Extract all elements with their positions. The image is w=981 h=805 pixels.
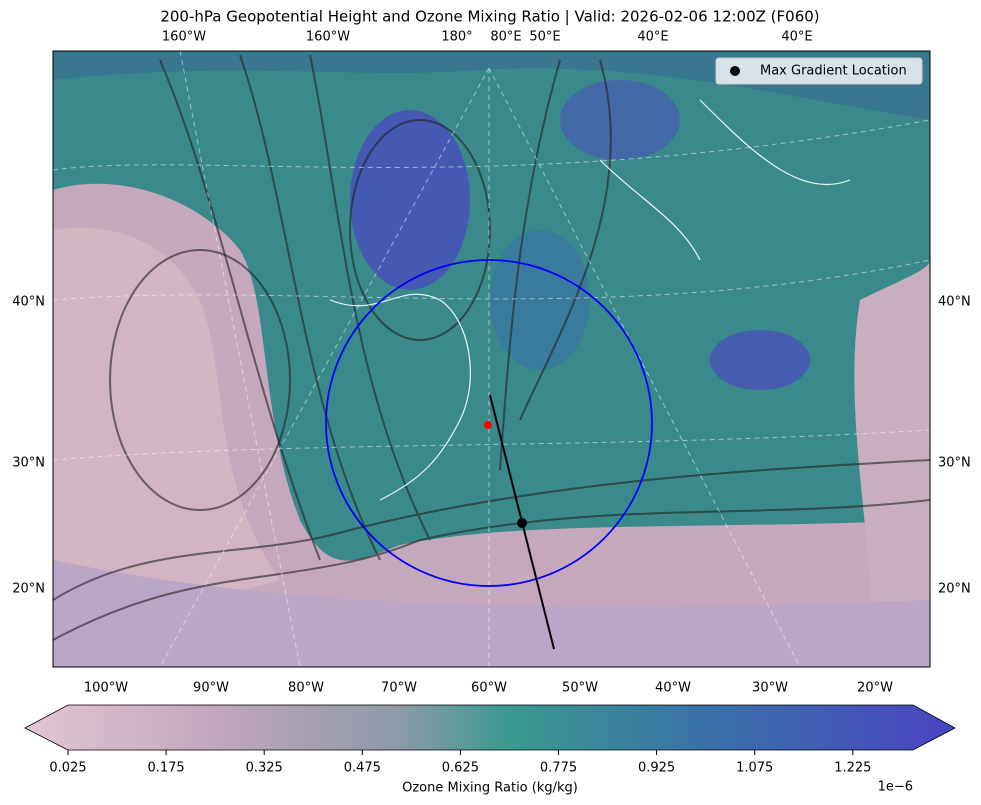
bottom-lon-label: 90°W [193,681,229,696]
bottom-lon-label: 80°W [288,681,324,696]
colorbar-tick-label: 0.175 [147,761,184,776]
axis-labels: 160°W 160°W 180° 80°E 50°E 40°E 40°E 40°N 30°N 20… [12,30,971,696]
bottom-lon-label: 100°W [84,681,128,696]
colorbar-tick-label: 1.075 [736,761,773,776]
right-lat-label: 20°N [938,582,971,597]
top-lon-label: 160°W [306,30,350,45]
top-lon-label: 40°E [781,30,812,45]
top-lon-label: 80°E [490,30,521,45]
title: 200-hPa Geopotential Height and Ozone Mi… [160,8,819,26]
bottom-lon-label: 50°W [562,681,598,696]
top-lon-label: 40°E [637,30,668,45]
left-lat-label: 30°N [12,456,45,471]
colorbar-tick-label: 0.025 [49,761,86,776]
top-lon-label: 50°E [529,30,560,45]
colorbar-tick-label: 1.225 [834,761,871,776]
bottom-lon-label: 40°W [655,681,691,696]
bottom-lon-label: 70°W [381,681,417,696]
search-circle [325,259,653,587]
colorbar-tick-label: 0.325 [246,761,283,776]
bottom-lon-label: 30°W [752,681,788,696]
colorbar-tick-label: 0.475 [344,761,381,776]
top-lon-label: 180° [441,30,472,45]
center-point [484,421,492,429]
right-lat-label: 40°N [938,295,971,310]
colorbar-label: Ozone Mixing Ratio (kg/kg) [402,781,578,796]
colorbar-tick-label: 0.925 [638,761,675,776]
map-frame [52,50,931,668]
left-lat-label: 40°N [12,295,45,310]
map [53,51,930,667]
colorbar: Ozone Mixing Ratio (kg/kg) 1e−6 0.025 0.1… [24,704,956,796]
colorbar-tick-label: 0.625 [442,761,479,776]
right-lat-label: 30°N [938,456,971,471]
top-lon-label: 160°W [162,30,206,45]
bottom-lon-label: 60°W [471,681,507,696]
bottom-lon-label: 20°W [857,681,893,696]
colorbar-tick-label: 0.775 [540,761,577,776]
legend-label: Max Gradient Location [760,64,907,79]
colorbar-offset: 1e−6 [878,780,913,795]
left-lat-label: 20°N [12,582,45,597]
max-gradient-point [517,518,527,528]
legend: Max Gradient Location [715,57,923,85]
